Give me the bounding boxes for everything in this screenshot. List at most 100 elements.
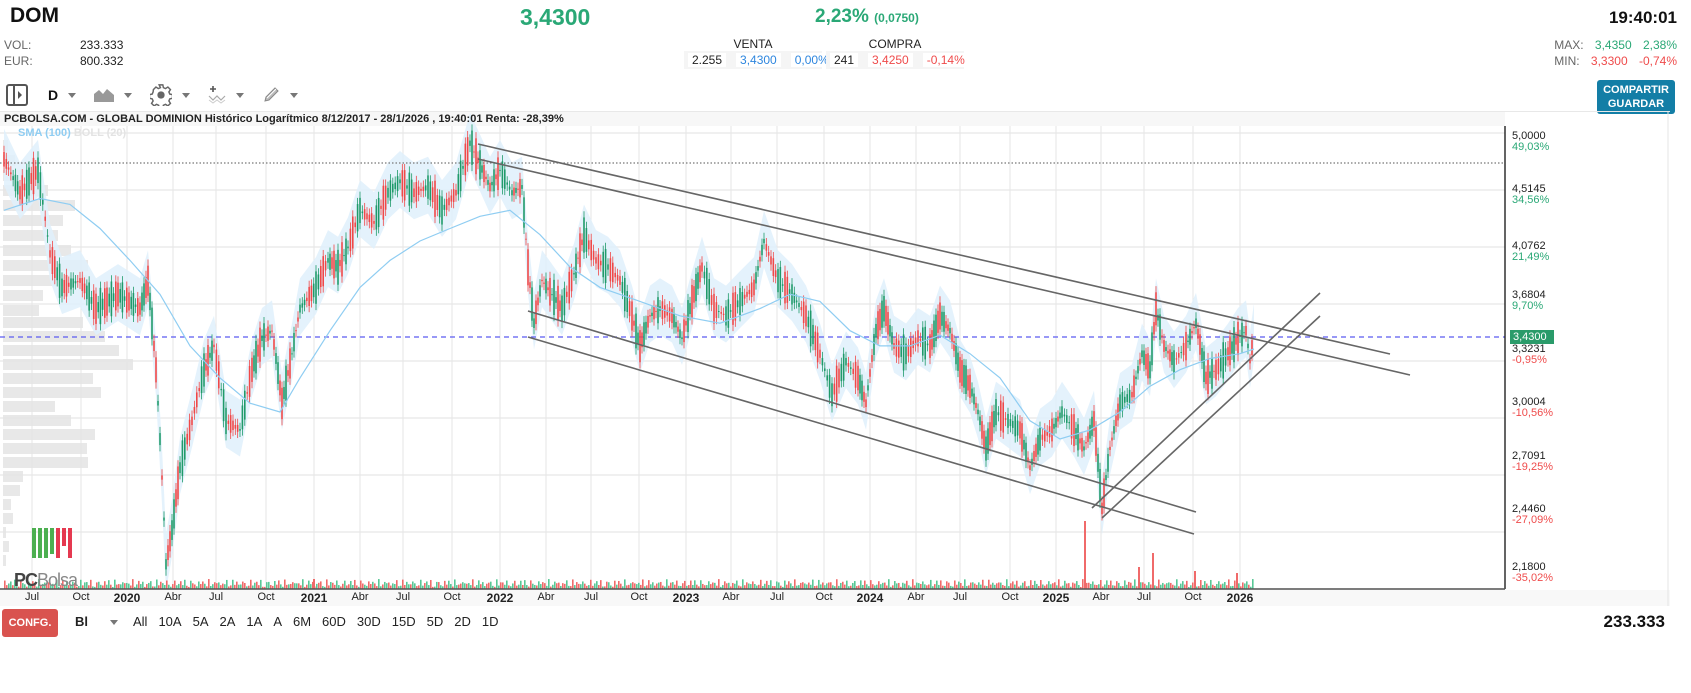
x-tick: 2022: [486, 591, 514, 605]
candle-body: [547, 287, 549, 291]
candle-body: [633, 320, 635, 326]
candle-body: [755, 272, 757, 284]
panel-toggle-button[interactable]: [6, 82, 28, 108]
candle-body: [169, 531, 171, 552]
candle-body: [16, 181, 19, 195]
settings-dropdown[interactable]: [150, 82, 208, 108]
candle-body: [163, 517, 165, 521]
volume-bar: [1116, 581, 1118, 589]
chart-kind-dropdown[interactable]: Bl: [75, 614, 136, 629]
candle-body: [67, 282, 70, 287]
candle-body: [718, 311, 720, 313]
indicators-dropdown[interactable]: [208, 82, 262, 108]
candle-body: [1153, 321, 1155, 335]
range-2a[interactable]: 2A: [219, 614, 236, 629]
candle-body: [604, 248, 607, 283]
range-1d[interactable]: 1D: [481, 614, 499, 629]
volume-bar: [92, 586, 94, 589]
candle-body: [165, 559, 167, 570]
volume-bar: [288, 584, 290, 589]
candle-body: [885, 305, 887, 326]
candle-body: [337, 249, 339, 285]
volume-bar: [1054, 582, 1056, 589]
volume-bar: [466, 583, 468, 589]
current-price-tag: 3,4300: [1510, 330, 1554, 344]
candle-body: [814, 331, 817, 351]
range-a[interactable]: A: [273, 614, 282, 629]
legend-sma[interactable]: SMA (100): [18, 127, 71, 139]
pcbolsa-logo: PCBolsa: [14, 520, 78, 591]
volume-bar: [556, 583, 558, 589]
chart-type-dropdown[interactable]: [94, 82, 150, 108]
candle-body: [1023, 439, 1025, 450]
range-all[interactable]: All: [133, 614, 148, 629]
range-1a[interactable]: 1A: [246, 614, 263, 629]
range-5a[interactable]: 5A: [192, 614, 209, 629]
candle-body: [1053, 423, 1055, 429]
volume-bar: [1248, 584, 1250, 589]
drawing-tools-dropdown[interactable]: [262, 82, 316, 108]
interval-dropdown[interactable]: D: [48, 82, 94, 108]
volume-bar: [830, 582, 832, 589]
volume-bar: [160, 581, 162, 589]
volume-bar: [1230, 586, 1232, 589]
volume-bar: [90, 579, 92, 589]
range-6m[interactable]: 6M: [292, 614, 312, 629]
volume-bar: [568, 585, 570, 589]
candle-body: [504, 169, 506, 189]
config-button[interactable]: CONFG.: [2, 609, 58, 637]
candle-body: [713, 293, 715, 324]
candle-body: [1048, 426, 1051, 438]
chart-area[interactable]: [0, 111, 1670, 606]
volume-bar: [582, 581, 584, 589]
y-tick-price: 3,0004: [1512, 396, 1546, 408]
volume-bar: [20, 580, 22, 589]
volume-bar: [960, 583, 962, 589]
volume-bar: [446, 584, 448, 589]
volume-bar: [718, 579, 720, 589]
candle-body: [299, 304, 301, 313]
volume-bar: [1190, 585, 1192, 589]
candle-body: [895, 338, 898, 357]
volume-bar: [174, 580, 176, 589]
candle-body: [1241, 322, 1243, 347]
range-30d[interactable]: 30D: [356, 614, 381, 629]
candle-body: [81, 277, 84, 292]
volume-bar: [1064, 580, 1066, 589]
candle-body: [415, 182, 418, 202]
share-save-button[interactable]: COMPARTIR GUARDAR: [1597, 80, 1675, 114]
volume-profile-bar: [3, 230, 58, 241]
candle-body: [701, 262, 703, 272]
range-5d[interactable]: 5D: [426, 614, 444, 629]
volume-bar: [1108, 584, 1110, 589]
price-chart[interactable]: [0, 112, 1670, 606]
range-15d[interactable]: 15D: [391, 614, 416, 629]
candle-body: [614, 272, 616, 278]
volume-bar: [440, 585, 442, 589]
candle-body: [54, 256, 56, 278]
volume-bar: [1222, 583, 1224, 589]
candle-body: [56, 267, 58, 281]
volume-bar: [194, 584, 196, 589]
volume-bar: [708, 581, 710, 589]
range-60d[interactable]: 60D: [322, 614, 346, 629]
volume-bar: [98, 581, 100, 589]
legend-boll[interactable]: BOLL (20): [73, 127, 127, 139]
volume-bar: [266, 582, 268, 589]
candle-body: [387, 187, 389, 198]
y-tick: 3,0004 -10,56%: [1512, 397, 1553, 419]
candle-body: [685, 320, 687, 326]
range-10a[interactable]: 10A: [158, 614, 182, 629]
candle-body: [392, 183, 394, 193]
candle-body: [1068, 422, 1070, 424]
range-2d[interactable]: 2D: [454, 614, 471, 629]
candle-body: [1145, 353, 1147, 370]
volume-bar: [1252, 579, 1254, 589]
volume-bar: [224, 584, 226, 589]
volume-bar: [346, 585, 348, 589]
x-tick: Jul: [769, 591, 785, 603]
volume-bar: [504, 584, 506, 589]
candle-body: [384, 185, 387, 210]
volume-bar: [94, 586, 96, 589]
volume-bar: [1090, 583, 1092, 589]
